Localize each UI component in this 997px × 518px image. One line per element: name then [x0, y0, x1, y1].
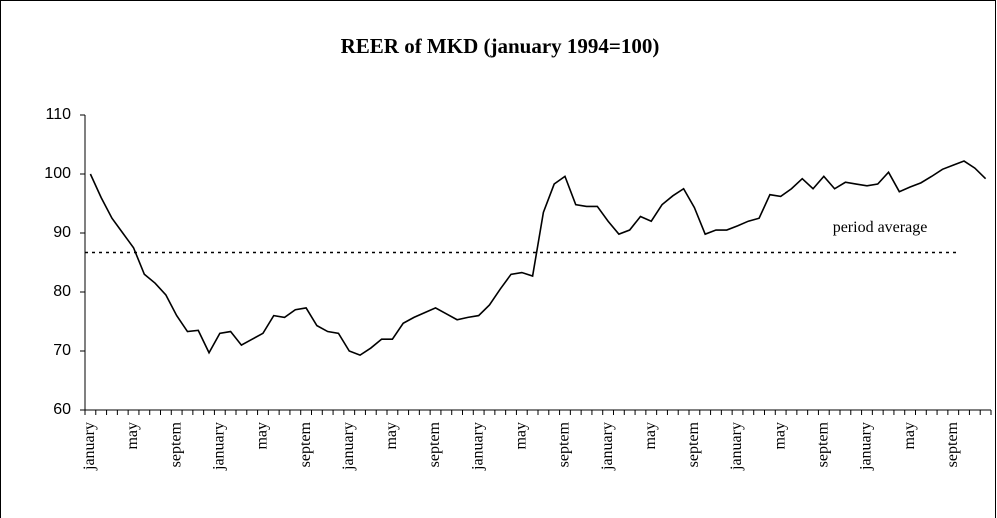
- x-tick-label: septem: [426, 421, 443, 467]
- x-tick-label: septem: [297, 421, 314, 467]
- x-tick-label: may: [512, 422, 529, 450]
- chart-title: REER of MKD (january 1994=100): [341, 34, 660, 58]
- x-tick-label: septem: [814, 421, 831, 467]
- y-tick-label: 110: [45, 106, 71, 123]
- series-line: [89, 160, 987, 357]
- y-tick-label: 90: [53, 224, 71, 241]
- x-tick-label: may: [901, 422, 918, 450]
- x-tick-label: may: [124, 422, 141, 450]
- y-tick-label: 60: [53, 401, 71, 418]
- x-tick-label: septem: [167, 421, 184, 467]
- y-tick-label: 80: [53, 283, 71, 300]
- x-tick-label: septem: [944, 421, 961, 467]
- x-tick-label: may: [383, 422, 400, 450]
- x-tick-label: may: [642, 422, 659, 450]
- x-tick-label: january: [858, 422, 875, 471]
- x-tick-label: may: [771, 422, 788, 450]
- x-tick-label: septem: [556, 421, 573, 467]
- x-tick-label: january: [81, 422, 98, 471]
- reference-label: period average: [833, 219, 928, 236]
- x-tick-label: january: [210, 422, 227, 471]
- x-tick-label: january: [599, 422, 616, 471]
- y-tick-label: 100: [44, 165, 71, 182]
- x-tick-label: septem: [685, 421, 702, 467]
- x-tick-label: january: [340, 422, 357, 471]
- y-tick-label: 70: [53, 342, 71, 359]
- x-tick-label: may: [254, 422, 271, 450]
- x-tick-label: january: [728, 422, 745, 471]
- x-tick-label: january: [469, 422, 486, 471]
